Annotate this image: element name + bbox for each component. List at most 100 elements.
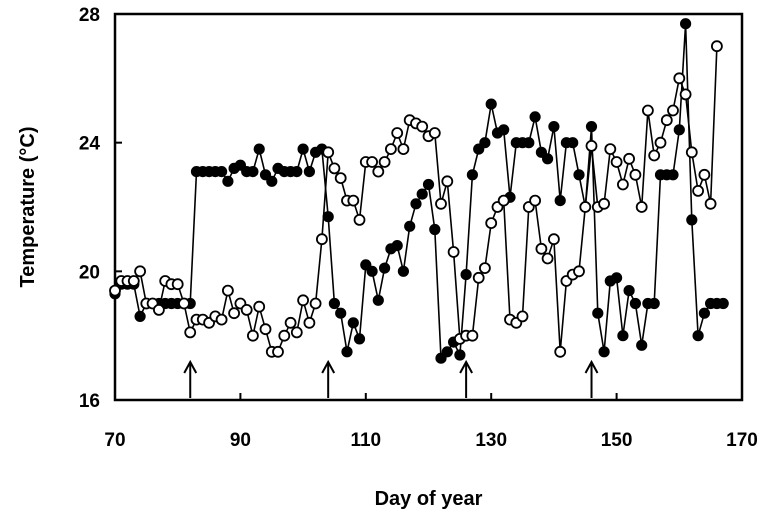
y-tick-label: 28 — [79, 5, 100, 26]
data-point — [184, 326, 197, 339]
data-point — [171, 278, 184, 291]
data-point — [429, 223, 441, 236]
data-point — [347, 317, 359, 329]
data-point — [428, 127, 441, 139]
arrow-marker — [321, 359, 336, 398]
data-point — [315, 233, 328, 246]
data-point — [698, 307, 711, 319]
data-point — [435, 197, 447, 210]
data-point — [617, 330, 629, 342]
data-point — [497, 194, 510, 207]
data-point — [303, 316, 316, 329]
data-point — [679, 88, 692, 101]
data-point — [479, 137, 491, 149]
data-point — [598, 197, 610, 210]
data-point — [228, 307, 241, 320]
data-point — [216, 166, 228, 178]
data-point — [698, 168, 711, 181]
data-point — [303, 166, 315, 178]
data-point — [573, 169, 585, 181]
data-point — [397, 143, 410, 156]
data-point — [466, 329, 479, 342]
data-point — [297, 143, 309, 155]
y-tick-label: 24 — [79, 134, 101, 155]
data-point — [334, 172, 347, 185]
data-point — [667, 104, 679, 117]
data-point — [391, 127, 404, 139]
data-point — [416, 120, 429, 133]
plot-frame — [113, 12, 744, 402]
data-point — [353, 213, 366, 226]
data-point — [134, 310, 146, 322]
data-point — [372, 294, 384, 306]
data-point — [667, 169, 679, 181]
data-point — [215, 313, 228, 326]
data-point — [253, 300, 266, 313]
data-point — [717, 297, 729, 310]
data-point — [673, 72, 686, 85]
data-point — [347, 194, 360, 207]
data-point — [253, 143, 265, 155]
data-point — [328, 162, 341, 175]
data-point — [498, 124, 510, 136]
arrow-marker — [584, 359, 599, 398]
data-point — [610, 156, 623, 168]
x-tick-label: 150 — [601, 430, 633, 451]
data-point — [485, 98, 497, 110]
data-point — [366, 265, 378, 277]
data-point — [711, 40, 723, 53]
data-point — [629, 297, 642, 310]
data-point — [353, 333, 366, 345]
data-point — [610, 272, 623, 284]
data-point — [322, 146, 335, 159]
data-point — [297, 294, 310, 307]
data-point — [240, 303, 253, 316]
data-point — [516, 310, 529, 323]
data-point — [673, 124, 685, 136]
data-point — [422, 178, 435, 191]
data-point — [472, 271, 485, 284]
data-point — [291, 166, 303, 178]
data-point — [290, 326, 303, 339]
x-tick-label: 130 — [475, 430, 507, 451]
arrow-marker — [183, 359, 198, 398]
data-point — [554, 345, 567, 358]
y-axis-ticks: 16 20 24 28 — [79, 5, 122, 412]
data-point — [529, 111, 541, 123]
data-point — [598, 346, 610, 358]
data-point — [384, 143, 397, 156]
x-axis-title: Day of year — [375, 488, 483, 510]
data-point — [541, 153, 554, 165]
data-point — [134, 265, 147, 278]
data-point — [617, 178, 629, 191]
data-point — [454, 349, 466, 361]
data-point — [523, 137, 535, 149]
data-point — [548, 233, 560, 246]
data-point — [554, 195, 566, 207]
data-point — [636, 339, 648, 351]
data-point — [529, 194, 541, 207]
data-point — [567, 137, 579, 149]
data-point — [335, 307, 347, 319]
data-point — [466, 169, 478, 181]
y-tick-label: 20 — [79, 262, 100, 283]
data-point — [635, 201, 648, 213]
data-point — [178, 297, 190, 310]
data-point — [152, 303, 165, 316]
arrow-layer — [183, 359, 599, 398]
data-point — [322, 211, 334, 223]
data-point — [623, 285, 635, 297]
data-point — [485, 217, 498, 230]
data-point — [692, 330, 704, 342]
series-filled — [109, 18, 729, 364]
x-tick-label: 170 — [726, 430, 758, 451]
data-point — [573, 265, 585, 278]
plot-area: 70 90 110 130 150 170 16 20 24 28 — [79, 5, 758, 451]
data-point — [441, 175, 454, 188]
y-tick-label: 16 — [79, 391, 100, 412]
data-point — [366, 156, 379, 168]
data-point — [585, 120, 598, 133]
data-point — [309, 297, 322, 310]
data-point — [222, 175, 234, 187]
data-point — [328, 297, 340, 310]
